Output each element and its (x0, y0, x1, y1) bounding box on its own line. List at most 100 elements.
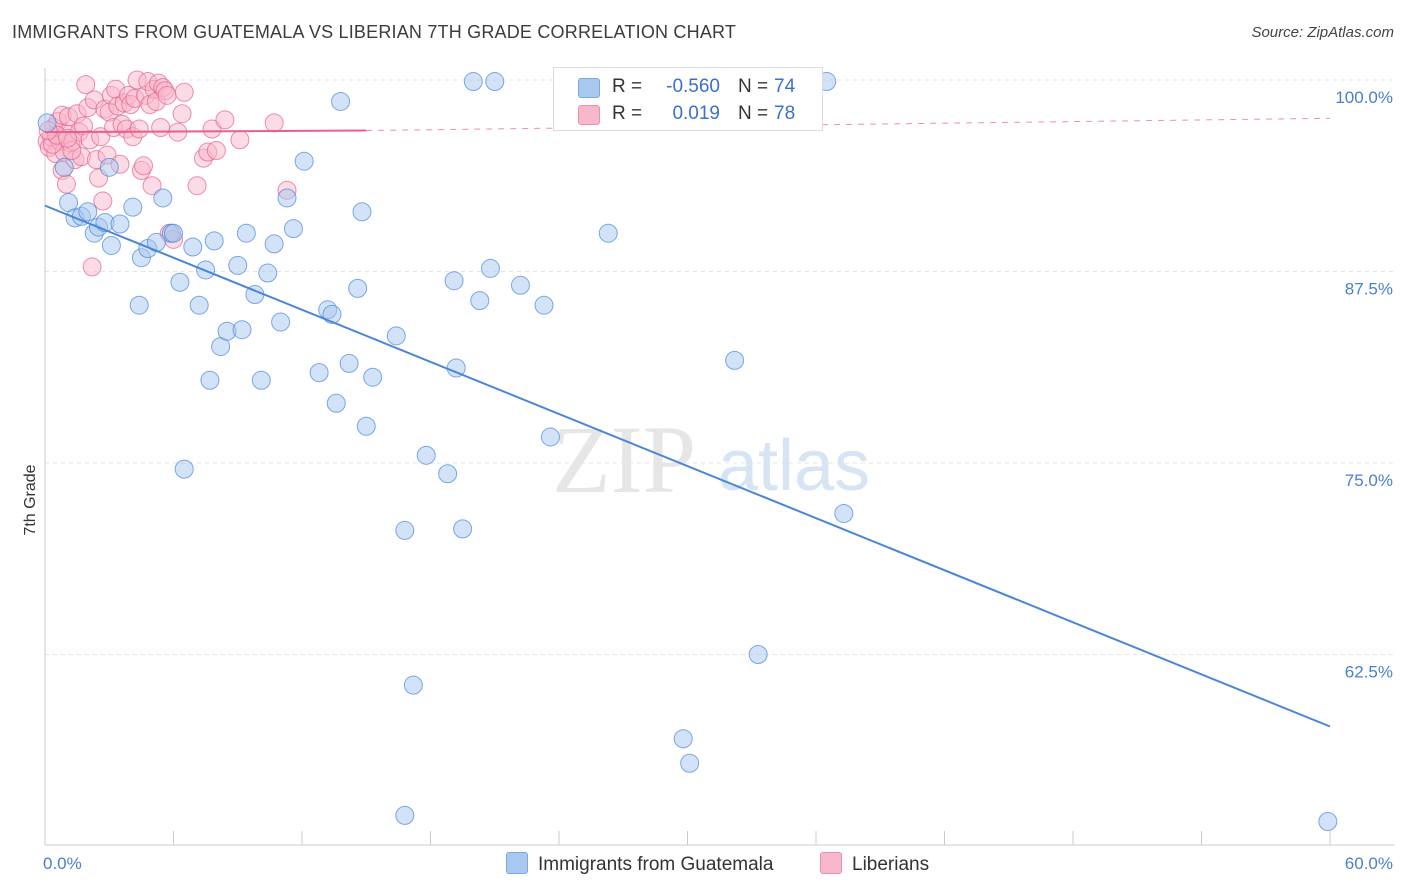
y-tick-label: 75.0% (1345, 471, 1393, 490)
liberian-point (151, 117, 171, 137)
guatemala-point (352, 202, 372, 222)
watermark-atlas: atlas (718, 426, 870, 506)
guatemala-point (834, 504, 854, 524)
guatemala-point (99, 157, 119, 177)
guatemala-point (123, 197, 143, 217)
liberian-point (230, 130, 250, 150)
liberian-point (187, 176, 207, 196)
liberian-trend-extension (366, 117, 1331, 132)
liberian-point (129, 119, 149, 139)
legend-n-value: 74 (774, 76, 796, 97)
y-tick-label: 62.5% (1345, 663, 1393, 682)
guatemala-point (200, 370, 220, 390)
guatemala-point (271, 312, 291, 332)
liberian-point (172, 104, 192, 124)
guatemala-point (153, 188, 173, 208)
liberian-point (264, 113, 284, 133)
guatemala-point (277, 188, 297, 208)
x-tick-label: 60.0% (1345, 854, 1393, 873)
guatemala-point (395, 805, 415, 825)
x-tick-label: 0.0% (43, 854, 82, 873)
legend-r-value: -0.560 (666, 76, 720, 97)
guatemala-point (540, 427, 560, 447)
legend-swatch-guatemala (578, 78, 600, 98)
guatemala-point (294, 151, 314, 171)
guatemala-point (129, 295, 149, 315)
guatemala-point (309, 363, 329, 383)
bottom-legend-guatemala: Immigrants from Guatemala (506, 852, 773, 876)
guatemala-point (748, 645, 768, 664)
guatemala-point (680, 753, 700, 773)
y-axis-label: 7th Grade (22, 464, 39, 535)
guatemala-point (322, 304, 342, 324)
chart-title: IMMIGRANTS FROM GUATEMALA VS LIBERIAN 7T… (12, 22, 737, 42)
guatemala-point (673, 729, 693, 749)
guatemala-point (170, 272, 190, 292)
guatemala-point (403, 675, 423, 695)
grid-lines (45, 79, 1395, 655)
guatemala-point (386, 326, 406, 346)
guatemala-point (463, 72, 483, 92)
y-tick-label: 87.5% (1345, 280, 1393, 299)
liberian-point (82, 257, 102, 277)
guatemala-point (339, 353, 359, 373)
liberian-point (76, 75, 96, 95)
guatemala-point (183, 237, 203, 257)
guatemala-point (480, 258, 500, 278)
guatemala-trend-line (44, 204, 1331, 728)
bottom-legend-swatch-guatemala (506, 852, 528, 874)
guatemala-point (232, 320, 252, 340)
watermark: ZIP atlas (552, 406, 870, 513)
guatemala-point (164, 223, 183, 243)
legend-n-value: 78 (774, 103, 796, 124)
guatemala-point (283, 219, 303, 239)
liberian-point (134, 156, 154, 176)
guatemala-point (1318, 811, 1338, 831)
guatemala-point (264, 234, 284, 254)
guatemala-point (416, 445, 436, 465)
guatemala-point (725, 350, 745, 370)
guatemala-point (470, 291, 490, 311)
liberian-point (57, 128, 77, 148)
x-tick-labels: 0.0% 60.0% (43, 854, 1393, 873)
guatemala-point (485, 72, 505, 92)
guatemala-point (453, 519, 473, 539)
liberian-point (206, 140, 226, 160)
guatemala-point (251, 370, 271, 390)
guatemala-point (395, 520, 415, 540)
guatemala-point (331, 91, 351, 111)
guatemala-point (356, 416, 376, 436)
liberian-point (93, 191, 113, 211)
guatemala-point (534, 295, 554, 315)
liberian-trend-line (44, 129, 367, 134)
bottom-legend-liberians: Liberians (820, 852, 929, 876)
guatemala-point (598, 223, 618, 243)
guatemala-point (78, 202, 98, 222)
legend-r-label: R = (612, 76, 643, 97)
guatemala-point (438, 464, 458, 484)
guatemala-point (258, 263, 278, 283)
guatemala-point (510, 275, 530, 295)
liberian-point (202, 119, 222, 139)
legend-r-label: R = (612, 103, 643, 124)
guatemala-point (174, 459, 194, 479)
liberians-points (37, 70, 297, 277)
legend-row-liberians: R = 0.019 N = 78 (554, 101, 822, 127)
source-label: Source: ZipAtlas.com (1251, 24, 1394, 41)
guatemala-point (444, 271, 464, 291)
bottom-legend-swatch-liberians (820, 852, 842, 874)
liberian-point (215, 110, 235, 130)
liberian-point (56, 174, 76, 194)
guatemala-point (348, 278, 368, 298)
trend-lines (44, 117, 1331, 728)
guatemala-point (189, 295, 209, 315)
liberian-point (142, 176, 162, 196)
liberian-point (174, 82, 194, 102)
guatemala-point (326, 393, 346, 413)
guatemala-point (37, 113, 57, 133)
legend-swatch-liberians (578, 105, 600, 125)
y-tick-labels: 100.0% 87.5% 75.0% 62.5% (1335, 88, 1393, 682)
bottom-legend-label-guatemala: Immigrants from Guatemala (538, 854, 774, 875)
guatemala-point (228, 255, 248, 275)
